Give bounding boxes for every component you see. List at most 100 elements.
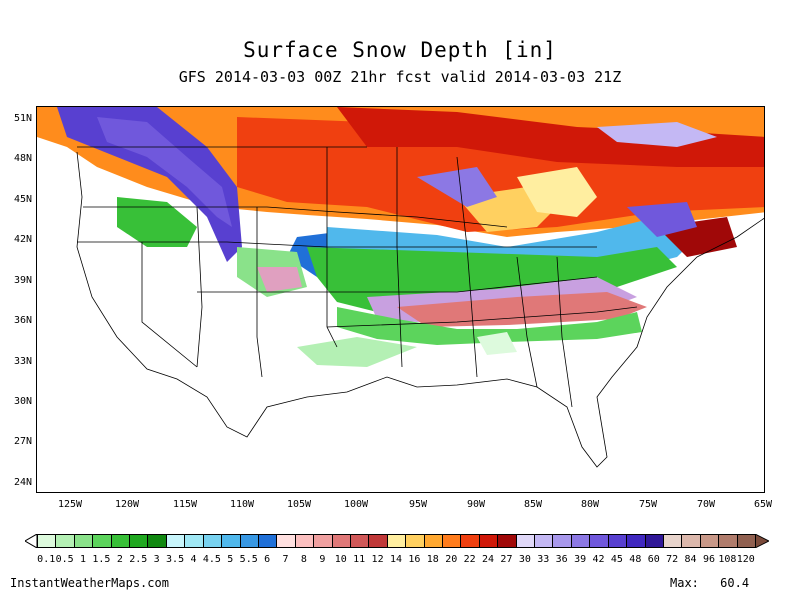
colorbar-label: 33 [537,554,550,565]
lat-label: 36N [13,315,32,326]
colorbar-swatch [92,534,112,548]
colorbar-swatch [626,534,646,548]
lon-label: 125W [57,499,83,510]
colorbar-swatch [73,534,94,548]
colorbar-label: 11 [353,554,366,565]
max-value: 60.4 [720,576,750,590]
colorbar-swatch [460,534,480,548]
lon-label: 75W [638,499,658,510]
colorbar-swatch [349,534,370,548]
lon-label: 115W [172,499,198,510]
colorbar-right-arrow [755,534,769,548]
colorbar-label: 3 [153,554,160,565]
colorbar-label: 36 [555,554,568,565]
colorbar-swatch [681,534,701,548]
colorbar-swatch [147,534,167,548]
colorbar-swatch [368,534,388,548]
colorbar-label: 0.5 [55,554,74,565]
colorbar-swatch [423,534,444,548]
colorbar-label: 48 [629,554,642,565]
colorbar-label: 3.5 [166,554,185,565]
colorbar-left-arrow [25,534,37,548]
colorbar-label: 39 [574,554,587,565]
lon-label: 80W [580,499,600,510]
lon-label: 70W [696,499,716,510]
colorbar-label: 2 [116,554,123,565]
colorbar-label: 120 [736,554,755,565]
lon-label: 105W [286,499,312,510]
colorbar-swatch [276,534,296,548]
lat-label: 24N [13,477,32,488]
colorbar-swatch [718,534,738,548]
colorbar-label: 4 [190,554,197,565]
colorbar-label: 8 [300,554,307,565]
colorbar-label: 1.5 [92,554,111,565]
colorbar-label: 45 [610,554,623,565]
lon-label: 65W [753,499,773,510]
lat-label: 39N [13,275,32,286]
colorbar-swatch [294,534,315,548]
colorbar-swatch [607,534,628,548]
lat-label: 45N [13,194,32,205]
colorbar-swatch [37,534,57,548]
colorbar-label: 108 [718,554,737,565]
lat-label: 27N [13,436,32,447]
lon-label: 85W [523,499,543,510]
colorbar-swatch [331,534,351,548]
colorbar-swatch [644,534,664,548]
colorbar-swatch [239,534,259,548]
map-title: Surface Snow Depth [in] [243,38,557,62]
lat-label: 42N [13,234,32,245]
snow-depth-map [37,107,764,468]
colorbar [25,534,769,548]
colorbar-swatch [202,534,223,548]
colorbar-label: 24 [482,554,495,565]
lon-label: 100W [343,499,369,510]
colorbar-label: 16 [408,554,421,565]
colorbar-label: 9 [319,554,326,565]
colorbar-label: 5.5 [239,554,258,565]
colorbar-label: 12 [371,554,384,565]
colorbar-swatch [442,534,462,548]
colorbar-swatch [497,534,517,548]
max-label: Max: [670,576,699,590]
colorbar-label: 10 [334,554,347,565]
colorbar-label: 2.5 [129,554,148,565]
colorbar-label: 22 [463,554,476,565]
colorbar-label: 1 [80,554,87,565]
colorbar-swatch [313,534,333,548]
lat-label: 30N [13,396,32,407]
colorbar-swatch [55,534,75,548]
lon-label: 120W [114,499,140,510]
colorbar-label: 84 [684,554,697,565]
colorbar-label: 27 [500,554,513,565]
colorbar-label: 7 [282,554,289,565]
colorbar-label: 60 [647,554,660,565]
colorbar-swatch [165,534,186,548]
colorbar-swatch [110,534,131,548]
colorbar-label: 20 [445,554,458,565]
colorbar-swatch [589,534,609,548]
colorbar-swatch [129,534,149,548]
lat-label: 51N [13,113,32,124]
boundaries [76,146,764,468]
map-subtitle: GFS 2014-03-03 00Z 21hr fcst valid 2014-… [178,68,622,86]
source-credit: InstantWeatherMaps.com [10,576,169,590]
colorbar-swatch [552,534,572,548]
map-frame [36,106,765,493]
colorbar-swatch [221,534,241,548]
colorbar-swatch [184,534,204,548]
colorbar-swatch [736,534,756,548]
colorbar-label: 42 [592,554,605,565]
colorbar-swatch [257,534,278,548]
colorbar-label: 4.5 [202,554,221,565]
snow-shading [37,107,764,367]
colorbar-label: 96 [702,554,715,565]
lat-label: 33N [13,356,32,367]
colorbar-swatch [478,534,499,548]
lon-label: 95W [408,499,428,510]
colorbar-label: 14 [389,554,403,565]
colorbar-swatch [405,534,425,548]
max-readout: Max: 60.4 [670,576,749,590]
colorbar-swatch [570,534,591,548]
